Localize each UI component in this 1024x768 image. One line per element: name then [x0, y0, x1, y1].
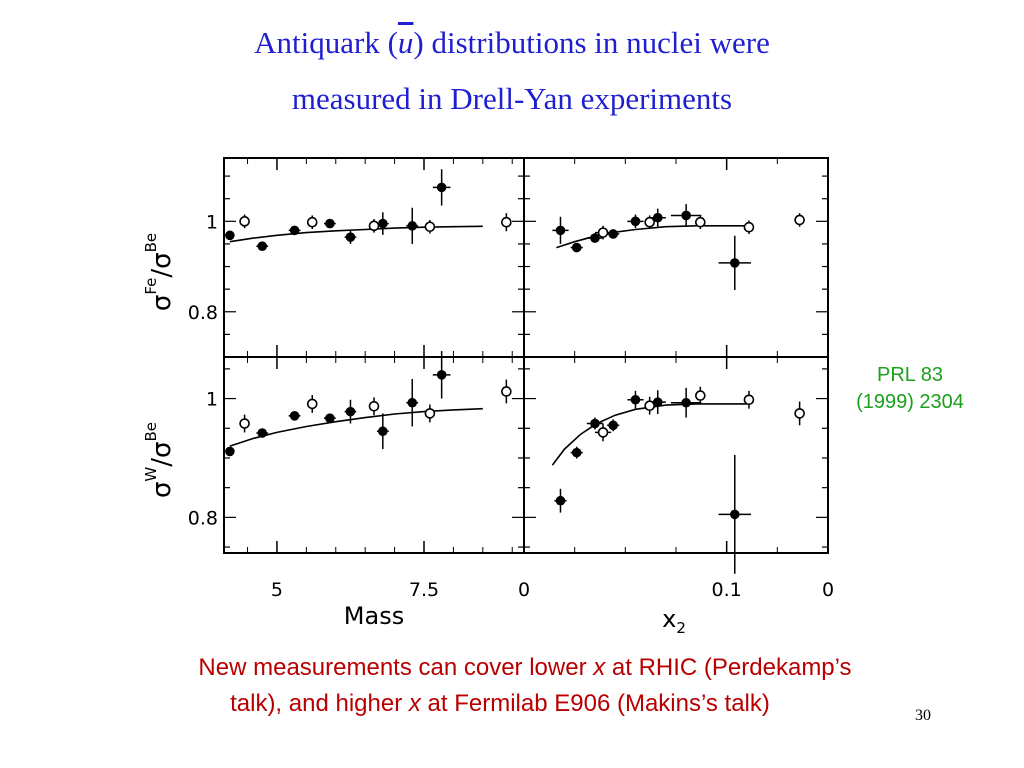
- y-tick-label: 0.8: [188, 507, 218, 529]
- caption-line1: New measurements can cover lower x at RH…: [198, 654, 852, 681]
- data-point-filled: [555, 495, 566, 506]
- y-tick-label: 1: [206, 389, 218, 411]
- data-point-filled: [652, 212, 663, 223]
- data-point-filled: [729, 258, 740, 268]
- data-point-filled: [378, 426, 388, 437]
- reference-line1: PRL 83: [877, 364, 943, 386]
- data-point-open: [306, 216, 318, 228]
- theory-curve: [556, 225, 747, 249]
- slide-title-line2: measured in Drell-Yan experiments: [291, 81, 733, 116]
- x-axis-label-mass: Mass: [344, 602, 404, 630]
- data-point-filled: [407, 221, 418, 231]
- data-point-filled: [590, 233, 600, 243]
- u-bar-symbol: u: [397, 25, 414, 60]
- page-number: 30: [915, 707, 931, 724]
- data-point-open: [368, 220, 380, 232]
- data-point-filled: [325, 218, 335, 229]
- data-point-open: [501, 386, 512, 397]
- data-point-filled: [289, 411, 300, 421]
- data-point-open: [501, 216, 512, 228]
- data-point-filled: [630, 216, 641, 227]
- data-point-filled: [257, 241, 268, 251]
- svg-text:σW/σBe: σW/σBe: [142, 422, 177, 498]
- plot-frame: [223, 157, 829, 554]
- x-tick-label: 0: [822, 579, 834, 601]
- reference-line2: (1999) 2304: [856, 391, 964, 413]
- x-tick-label: 5: [271, 579, 283, 601]
- data-point-filled: [571, 242, 582, 253]
- data-point-open: [597, 427, 609, 438]
- data-point-open: [644, 216, 655, 228]
- data-point-open: [695, 216, 706, 228]
- caption-line2: talk), and higher x at Fermilab E906 (Ma…: [230, 690, 770, 717]
- x-tick-label: 7.5: [409, 579, 439, 601]
- data-point-open: [743, 394, 755, 406]
- theory-curve: [551, 403, 747, 466]
- data-point-open: [743, 221, 755, 233]
- data-point-filled: [325, 413, 335, 423]
- data-point-open: [368, 400, 380, 412]
- data-point-filled: [436, 182, 447, 193]
- data-point-open: [306, 398, 318, 410]
- data-point-filled: [225, 446, 235, 457]
- slide-title-line1: Antiquark (u) distributions in nuclei we…: [254, 25, 770, 60]
- x-axis-label-x2: x2: [662, 605, 686, 637]
- data-point-open: [644, 400, 655, 412]
- data-point-open: [597, 227, 609, 238]
- data-point-filled: [729, 509, 740, 520]
- data-point-filled: [608, 229, 618, 239]
- data-point-filled: [289, 225, 300, 236]
- data-point-filled: [378, 218, 388, 229]
- data-point-filled: [608, 420, 618, 431]
- y-axis-label-fe-be: σFe/σBe: [142, 233, 177, 311]
- data-point-filled: [257, 428, 268, 438]
- data-point-open: [794, 408, 805, 419]
- data-point-open: [794, 214, 805, 226]
- data-point-filled: [571, 447, 582, 458]
- data-point-filled: [681, 210, 691, 221]
- theory-curve: [229, 407, 483, 447]
- data-point-filled: [436, 370, 447, 380]
- data-point-filled: [555, 225, 566, 236]
- x-tick-label: 0.1: [712, 579, 742, 601]
- data-point-open: [239, 216, 250, 227]
- data-point-open: [424, 408, 436, 419]
- y-tick-label: 0.8: [188, 302, 218, 324]
- data-point-filled: [630, 394, 641, 405]
- data-point-open: [695, 390, 706, 401]
- data-point-filled: [407, 397, 418, 408]
- data-point-filled: [345, 232, 356, 242]
- data-point-filled: [681, 397, 691, 408]
- data-point-filled: [652, 397, 663, 407]
- svg-text:σFe/σBe: σFe/σBe: [142, 233, 177, 311]
- theory-curve: [229, 225, 483, 243]
- data-point-filled: [345, 406, 356, 417]
- x-tick-label: 0: [518, 579, 530, 601]
- data-point-filled: [590, 418, 600, 429]
- data-point-open: [239, 418, 250, 429]
- y-axis-label-w-be: σW/σBe: [142, 422, 177, 498]
- data-point-filled: [225, 230, 235, 241]
- y-tick-label: 1: [206, 211, 218, 233]
- data-point-open: [424, 221, 436, 233]
